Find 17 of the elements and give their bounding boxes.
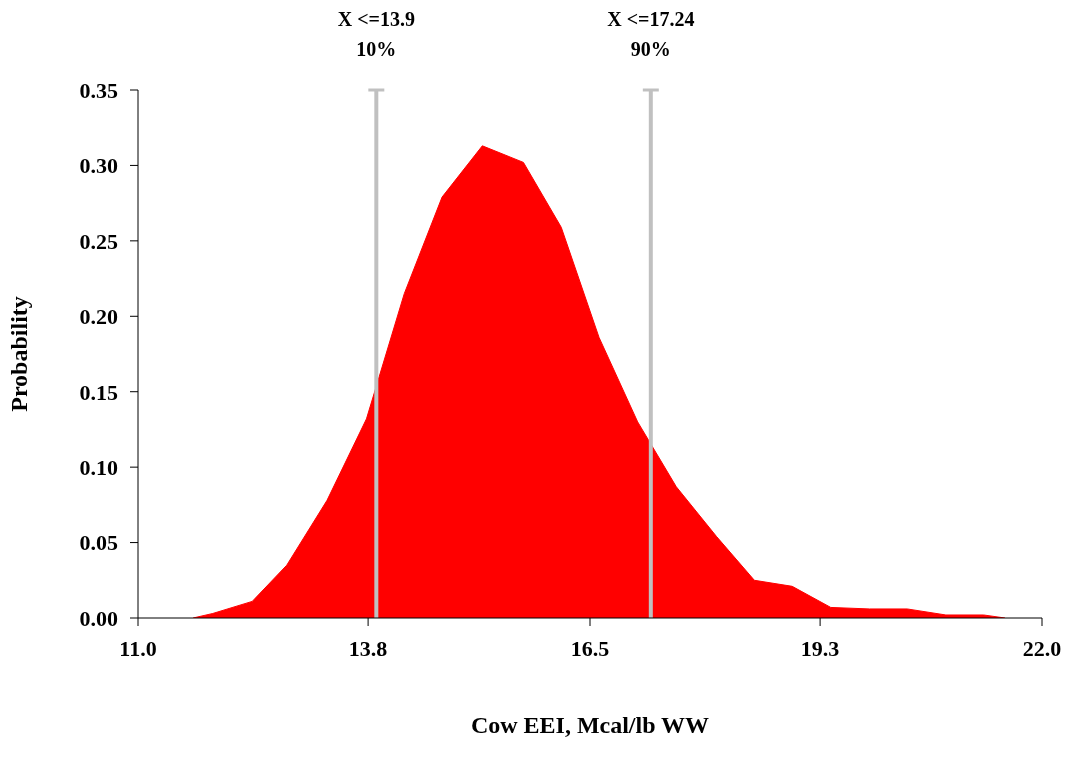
y-axis-title: Probability <box>5 296 32 412</box>
x-tick-label: 13.8 <box>348 635 388 661</box>
y-tick-label: 0.05 <box>79 530 118 556</box>
y-tick-label: 0.15 <box>79 379 118 405</box>
x-tick-label: 11.0 <box>119 635 157 661</box>
x-tick-label: 22.0 <box>1022 635 1062 661</box>
x-axis-title: Cow EEI, Mcal/lb WW <box>470 712 710 738</box>
x-tick-label: 19.3 <box>800 635 840 661</box>
y-tick-label: 0.20 <box>79 304 118 330</box>
y-tick-label: 0.35 <box>79 77 118 103</box>
y-tick-label: 0.10 <box>79 454 118 480</box>
x-tick-label: 16.5 <box>570 635 610 661</box>
y-tick-label: 0.30 <box>79 153 118 179</box>
ref-line-label: X <=17.24 90% <box>607 8 695 60</box>
y-tick-label: 0.25 <box>79 228 118 254</box>
y-tick-label: 0.00 <box>79 605 118 631</box>
ref-line-label: X <=13.9 10% <box>337 8 415 60</box>
